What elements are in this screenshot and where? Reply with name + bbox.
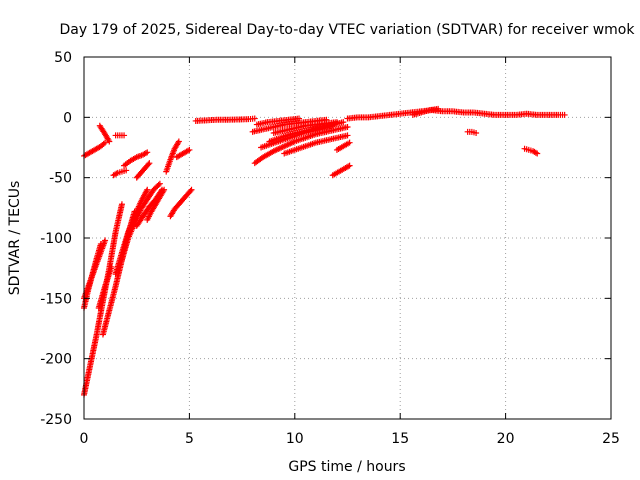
y-axis-label: SDTVAR / TECUs <box>7 181 23 296</box>
data-point <box>123 167 130 174</box>
plot-points <box>81 105 568 398</box>
y-tick-label: -150 <box>40 291 72 307</box>
y-tick-label: -250 <box>40 412 72 428</box>
data-point <box>561 111 568 118</box>
data-point <box>534 150 541 157</box>
data-point <box>156 180 163 187</box>
plot-frame <box>83 56 612 420</box>
data-point <box>251 115 258 122</box>
data-point <box>344 123 351 130</box>
data-point <box>118 201 125 208</box>
y-tick-label: 0 <box>63 110 72 126</box>
y-tick-label: -100 <box>40 231 72 247</box>
y-tick-label: 50 <box>54 50 72 66</box>
x-axis-label: GPS time / hours <box>288 459 405 475</box>
data-point <box>333 119 340 126</box>
x-tick-label: 10 <box>286 431 304 447</box>
x-tick-label: 15 <box>391 431 409 447</box>
data-point <box>186 146 193 153</box>
x-tick-label: 20 <box>497 431 515 447</box>
data-point <box>144 186 151 193</box>
data-point <box>161 186 168 193</box>
data-point <box>144 149 151 156</box>
data-point <box>340 119 347 126</box>
data-point <box>435 105 442 112</box>
data-point <box>175 138 182 145</box>
x-tick-label: 5 <box>185 431 194 447</box>
data-point <box>155 181 162 188</box>
data-point <box>121 132 128 139</box>
x-tick-label: 0 <box>80 431 89 447</box>
data-point <box>346 162 353 169</box>
data-point <box>344 132 351 139</box>
data-point <box>187 187 194 194</box>
grid <box>84 57 611 419</box>
data-point <box>323 116 330 123</box>
axis-ticks: 0 5 10 15 20 25 -250 -200 -150 -100 -50 0 50 <box>40 50 620 447</box>
data-point <box>102 237 109 244</box>
data-point <box>188 186 195 193</box>
data-point <box>346 139 353 146</box>
data-point <box>473 130 480 137</box>
x-tick-label: 25 <box>602 431 620 447</box>
data-point <box>146 160 153 167</box>
data-point <box>296 115 303 122</box>
data-point <box>108 263 115 270</box>
data-point <box>102 139 109 146</box>
y-tick-label: -200 <box>40 352 72 368</box>
data-point <box>145 161 152 168</box>
y-tick-label: -50 <box>49 171 72 187</box>
chart-title: Day 179 of 2025, Sidereal Day-to-day VTE… <box>60 22 636 38</box>
data-point <box>106 138 113 145</box>
